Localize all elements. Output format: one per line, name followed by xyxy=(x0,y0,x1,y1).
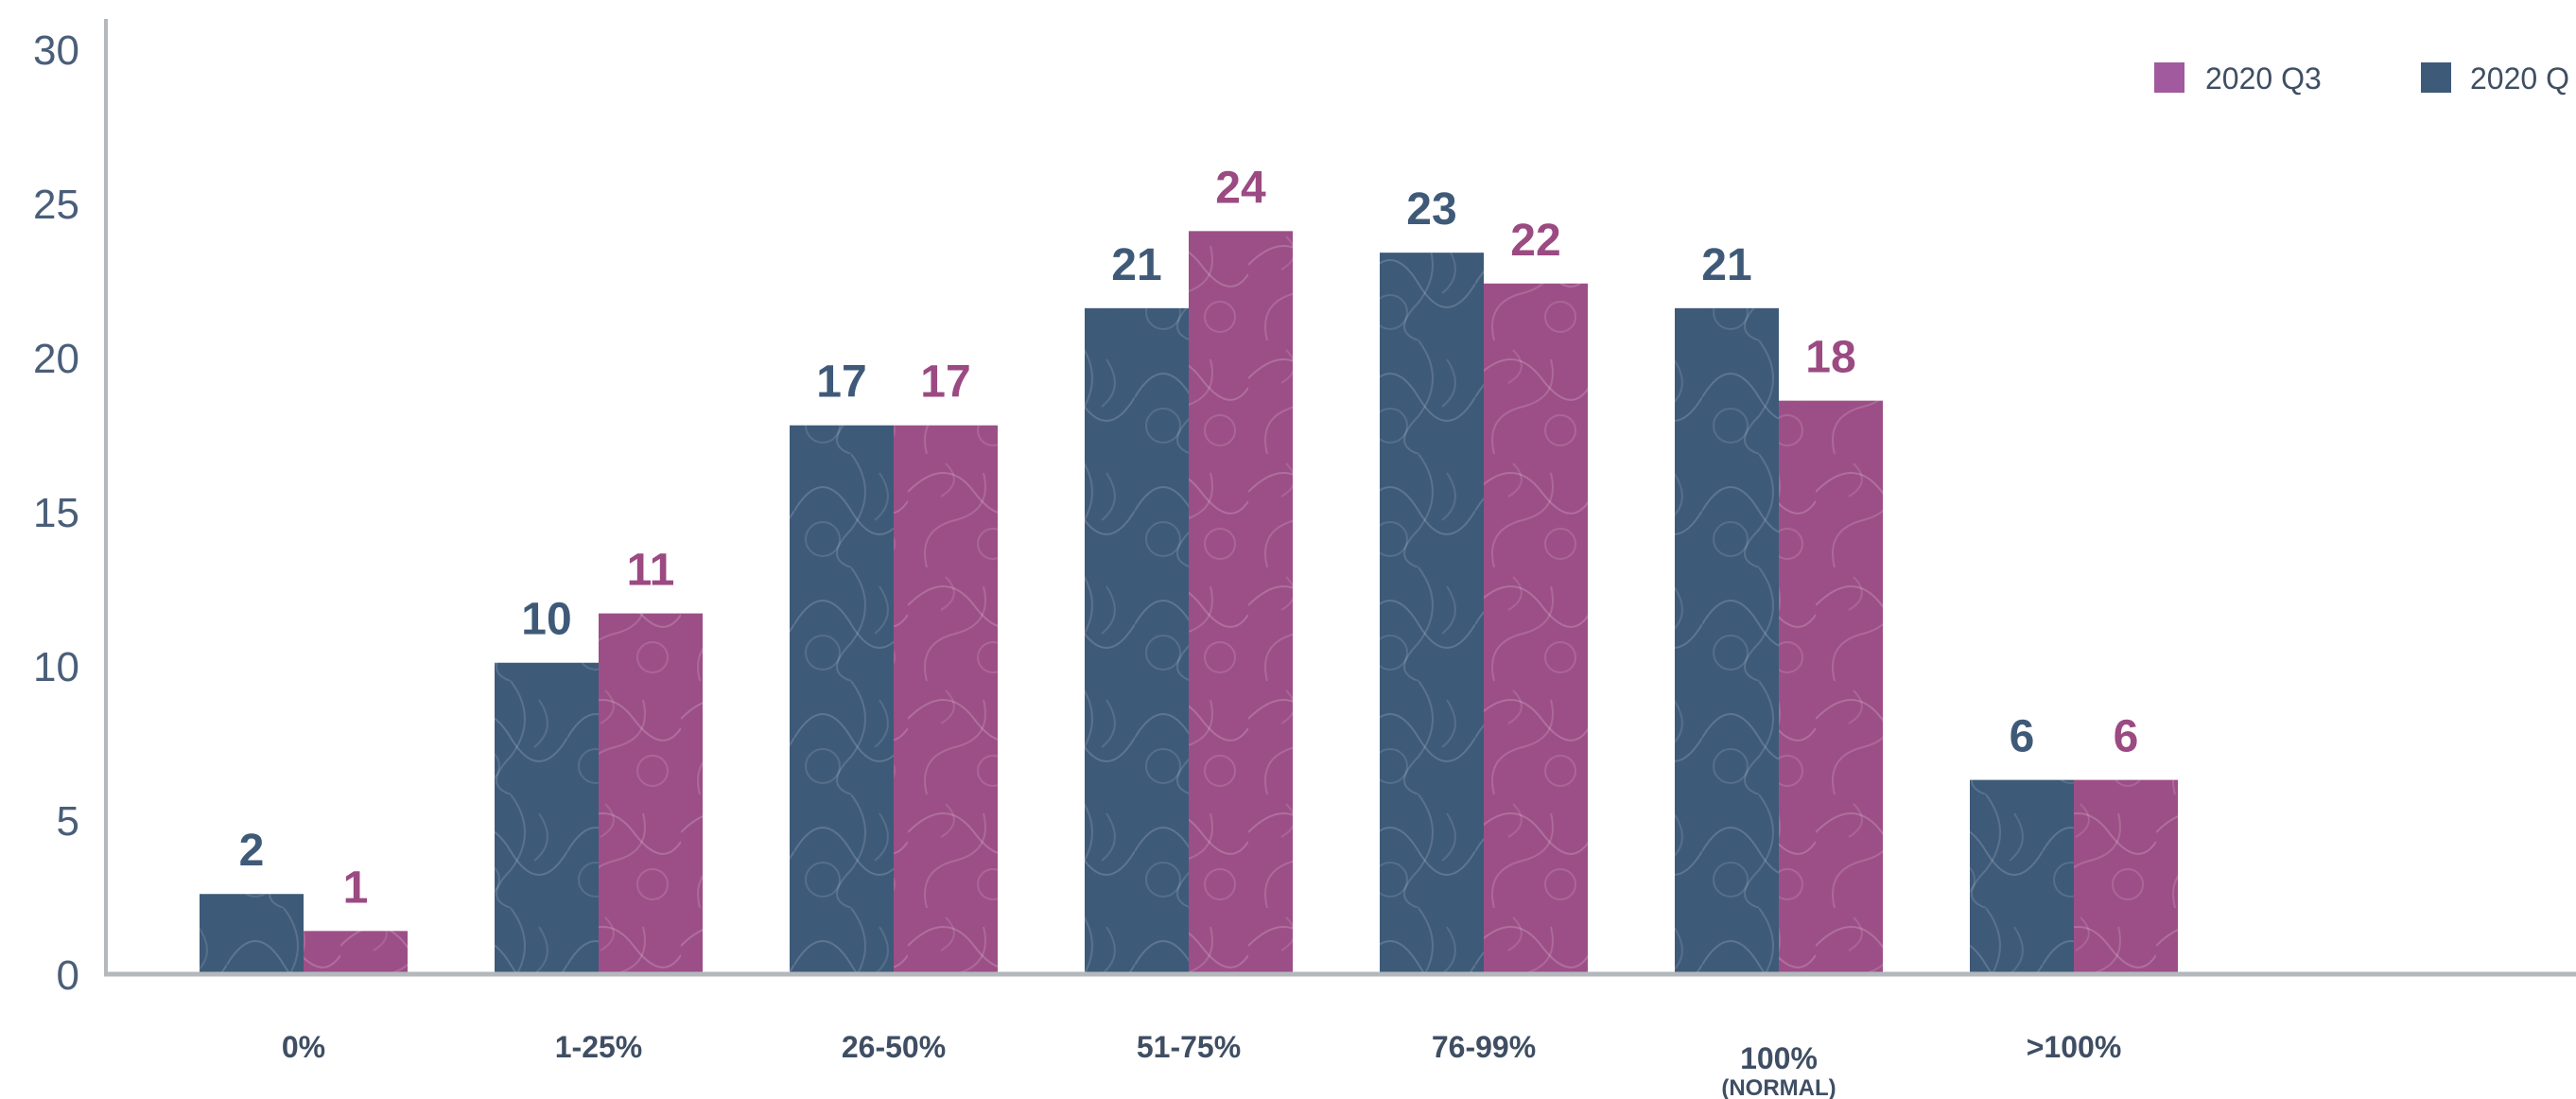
bar-texture xyxy=(1484,283,1588,974)
legend-item-q: 2020 Q xyxy=(2421,61,2569,96)
bar-texture xyxy=(1085,307,1189,975)
bar-texture xyxy=(1189,231,1293,975)
bar-texture xyxy=(200,894,304,974)
bar-texture xyxy=(790,425,894,975)
x-tick-label: 1-25% xyxy=(555,1030,643,1064)
x-axis-ticks: 0% 1-25% 26-50% 51-75% 76-99% 100%(NORMAL) >10… xyxy=(282,1030,2121,1099)
data-label-q-0: 2 xyxy=(239,826,265,876)
bar-texture xyxy=(1380,253,1484,974)
x-tick-label: 0% xyxy=(282,1030,325,1064)
bar-texture xyxy=(1675,307,1779,975)
data-label-q-3: 21 xyxy=(1111,240,1161,290)
bar-texture xyxy=(599,613,703,974)
data-label-q-1: 10 xyxy=(521,595,571,645)
x-tick-label: 76-99% xyxy=(1432,1030,1536,1064)
x-tick-sublabel: (NORMAL) xyxy=(1721,1075,1836,1099)
y-tick-label: 5 xyxy=(57,798,79,845)
bar-texture xyxy=(1779,400,1883,974)
legend-label-q3: 2020 Q3 xyxy=(2205,61,2322,96)
bars xyxy=(200,231,2178,975)
y-tick-label: 30 xyxy=(33,27,79,74)
legend-item-q3: 2020 Q3 xyxy=(2154,61,2322,96)
legend: 2020 Q3 2020 Q xyxy=(2154,61,2569,96)
y-tick-label: 20 xyxy=(33,336,79,382)
bar-texture xyxy=(1970,779,2074,974)
data-label-q-4: 23 xyxy=(1406,184,1456,235)
y-tick-label: 15 xyxy=(33,490,79,536)
data-label-q-6: 6 xyxy=(2010,712,2035,762)
data-label-q3-5: 18 xyxy=(1805,333,1855,383)
x-tick-label: >100% xyxy=(2027,1030,2122,1064)
data-label-q3-6: 6 xyxy=(2114,712,2139,762)
bar-texture xyxy=(304,931,408,974)
legend-label-q: 2020 Q xyxy=(2470,61,2569,96)
legend-swatch-q3 xyxy=(2154,62,2184,93)
y-tick-label: 0 xyxy=(57,952,79,999)
bar-texture xyxy=(495,662,599,974)
data-label-q3-4: 22 xyxy=(1510,216,1560,266)
x-tick-label: 26-50% xyxy=(842,1030,946,1064)
bar-texture xyxy=(894,425,998,975)
x-tick-label: 100% xyxy=(1740,1041,1818,1075)
data-label-q3-0: 1 xyxy=(343,863,369,913)
y-tick-label: 10 xyxy=(33,644,79,690)
data-label-q3-2: 17 xyxy=(920,358,970,408)
data-label-q3-3: 24 xyxy=(1215,163,1266,213)
legend-swatch-q xyxy=(2421,62,2451,93)
data-label-q-2: 17 xyxy=(816,358,866,408)
x-tick-label: 51-75% xyxy=(1137,1030,1241,1064)
bar-texture xyxy=(2074,779,2178,974)
data-label-q3-1: 11 xyxy=(627,546,675,596)
data-label-q-5: 21 xyxy=(1701,240,1751,290)
y-tick-label: 25 xyxy=(33,182,79,228)
y-axis-ticks: 0 5 10 15 20 25 30 xyxy=(33,27,79,999)
